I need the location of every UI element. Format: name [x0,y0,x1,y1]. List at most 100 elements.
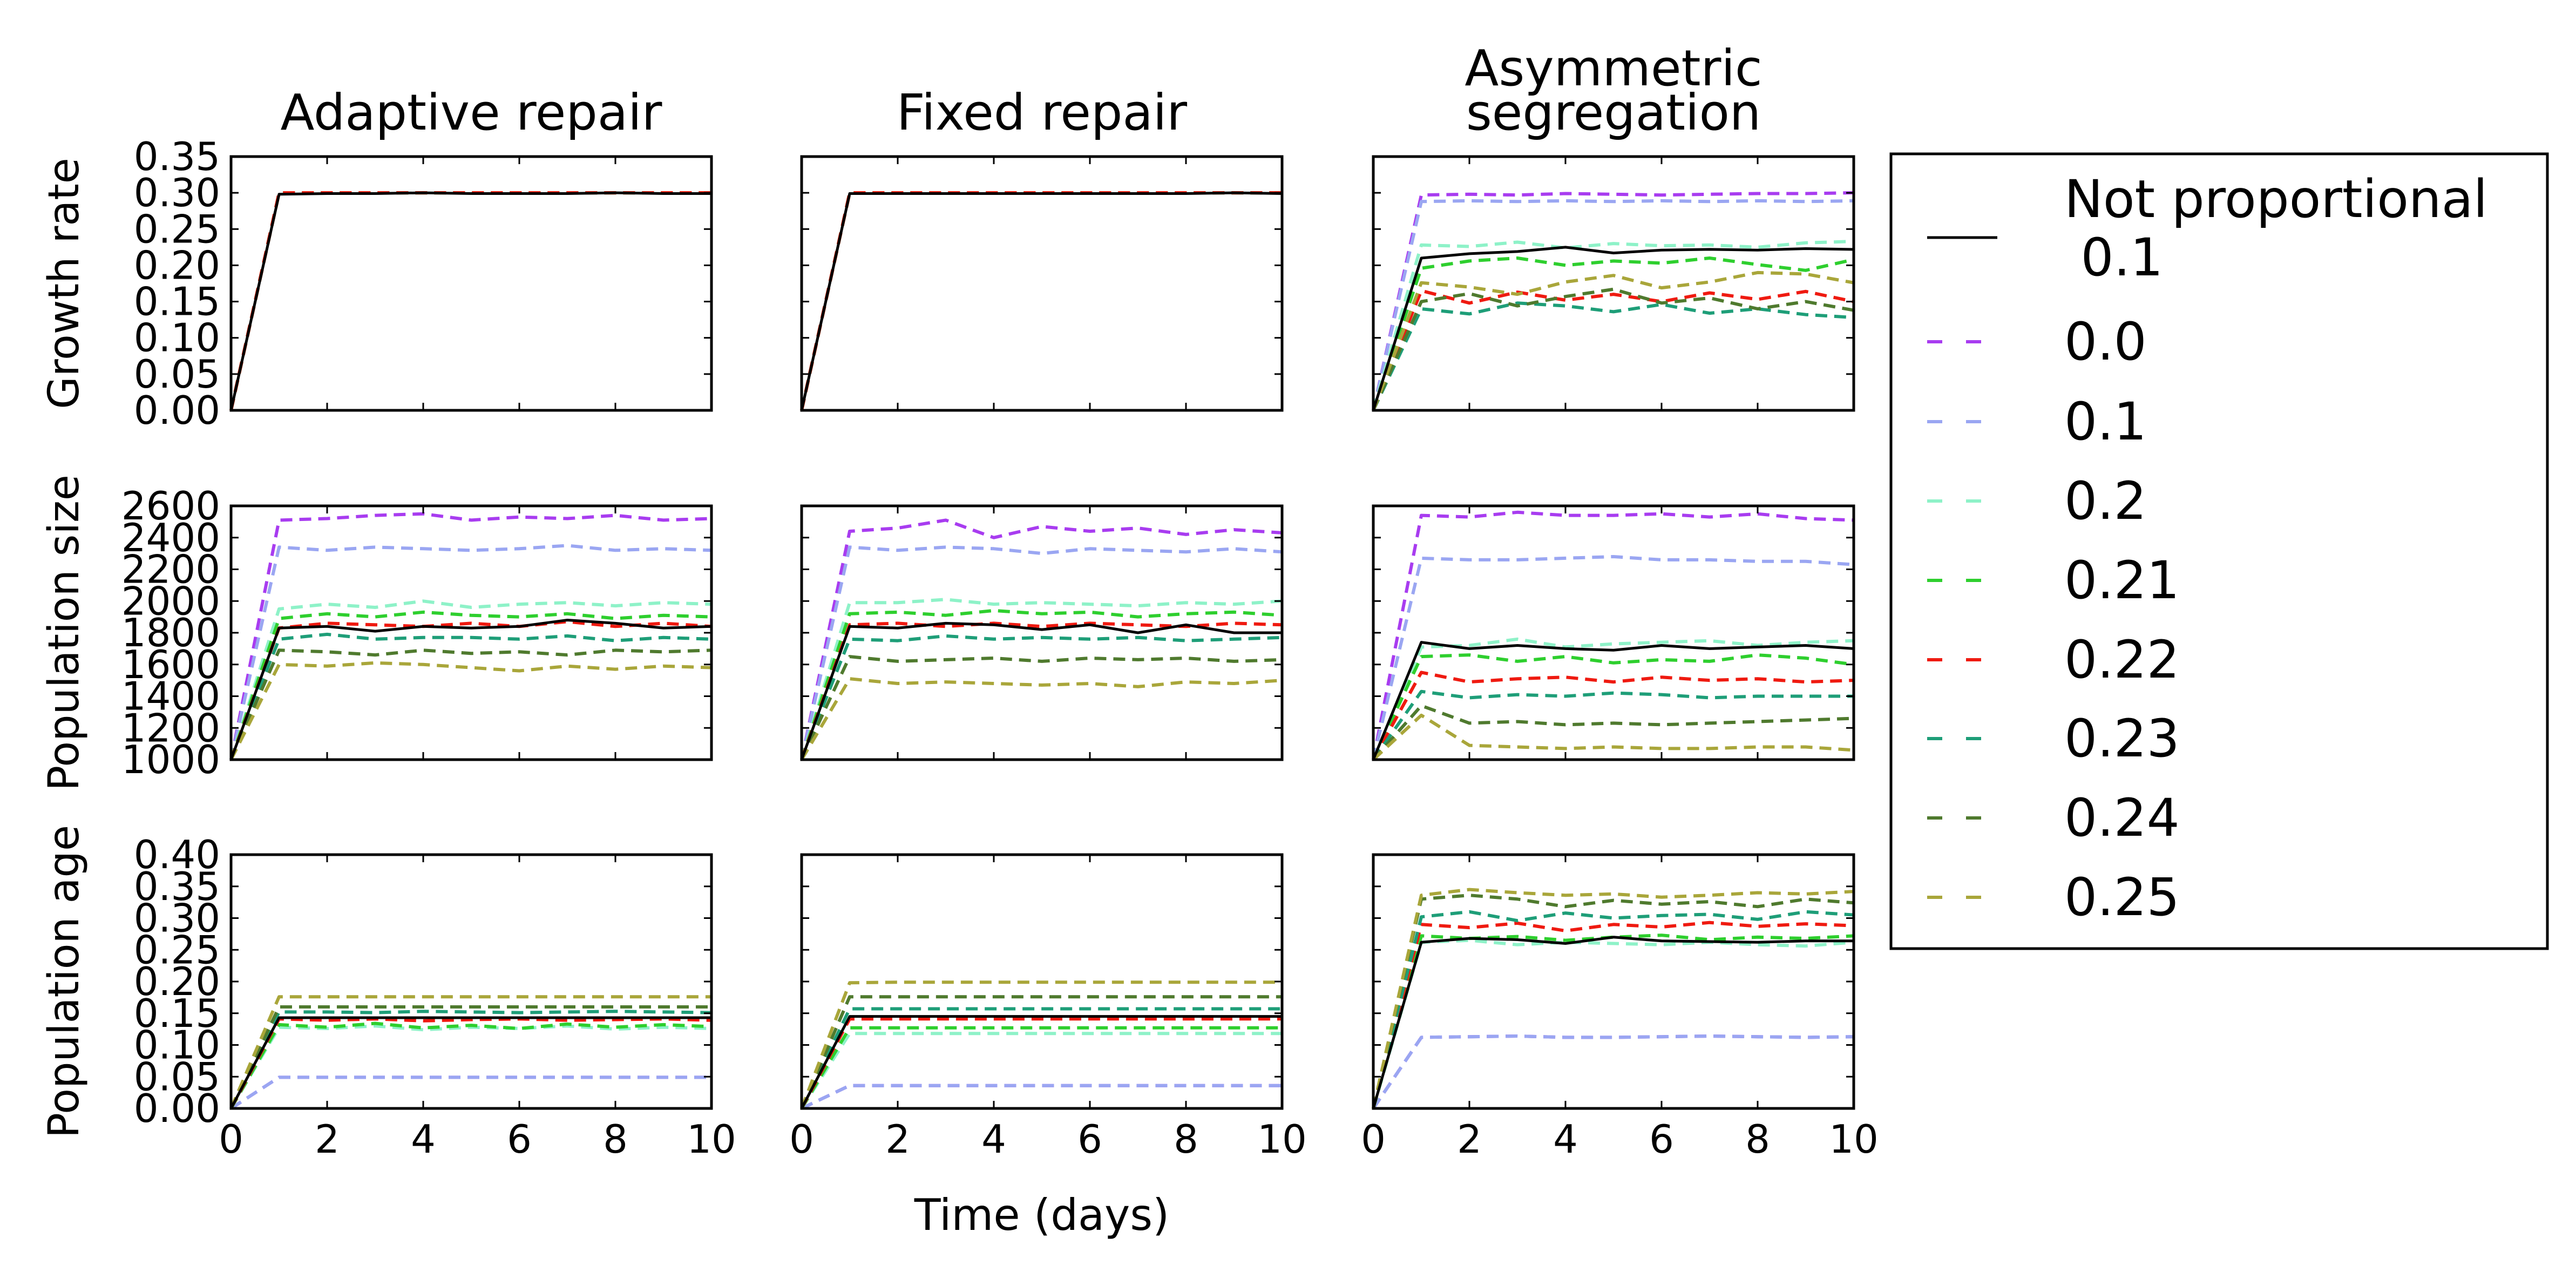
panel-r2c1-series-0-1 [229,544,712,760]
panel-r2c1-ytick-label: 1200 [121,705,220,750]
panel-r1c2-series-0-2 [800,191,1282,411]
panel-r3c1-series-0-25 [229,995,711,1109]
panel-r3c2-series-not-proportional-0-1 [800,1015,1282,1109]
panel-r3c1-ytick-label: 0.15 [134,991,220,1036]
panel-r3c1-ytick-label: 0.35 [134,864,220,909]
panel-r1c2-series-0-21 [800,191,1282,411]
panel-r3c3-series-0-1 [1372,1034,1854,1109]
panel-r1c3-series-0-1 [1372,199,1854,411]
panel-r1c1-series-0-1 [229,191,711,411]
panel-r1c1-ytick-label: 0.00 [134,388,220,433]
panel-r3c3-xtick-label: 6 [1649,1117,1674,1162]
row-label-population-size: Population size [40,475,89,791]
panel-r3c1-ytick-label: 0.20 [134,959,220,1004]
panel-r2c1-series-0-21 [229,610,712,760]
row-label-growth-rate: Growth rate [40,158,89,409]
panel-r1c1-series-0-0 [229,191,711,411]
panel-r3c3-xtick-label: 4 [1553,1117,1578,1162]
panel-r2c2-series-0-25 [800,677,1283,761]
panel-r2c1-series-0-2 [229,599,712,760]
panel-r2c1-series-0-23 [229,632,712,761]
panel-r2c3-series-0-1 [1372,555,1854,760]
panel-r2c2-series-0-23 [800,634,1283,761]
panel-r1c1-ytick-label: 0.35 [134,134,220,179]
panel-r2c1-frame [229,504,713,761]
panel-r3c3-series-0-25 [1372,888,1854,1109]
panel-r3c1-series-0-24 [229,1005,711,1109]
panel-r2c1-ytick-label: 2400 [121,515,220,560]
panel-r2c2-series-0-2 [800,598,1283,760]
column-title-1: Adaptive repair [281,84,662,141]
panel-r1c3-series-0-0 [1372,191,1854,411]
panel-r2c1-series-0-0 [229,512,712,760]
panel-r3c3-frame [1372,853,1855,1110]
panel-r2c1-series-0-25 [229,661,712,761]
panel-r1c1-ytick-label: 0.25 [134,206,220,252]
panel-r3c1-series-0-21 [229,1021,712,1109]
panel-r2c1-ytick-label: 2200 [121,547,220,592]
panel-r3c1-ytick-label: 0.30 [134,896,220,941]
panel-r1c1-ytick-label: 0.05 [134,351,220,397]
panel-r1c1-series-0-24 [229,191,711,411]
panel-r3c1-xtick-label: 8 [603,1117,628,1162]
panel-r1c3-series-0-2 [1372,240,1854,411]
legend-label-1: 0.1 [2064,227,2163,288]
panel-r3c2-xtick-label: 0 [789,1117,814,1162]
legend-label-3: 0.1 [2064,391,2147,452]
panel-r2c1-ytick-label: 1400 [121,674,220,719]
panel-r2c2-frame [800,504,1284,761]
panel-r1c2-frame [800,155,1284,412]
panel-r1c2-series-0-23 [800,191,1282,411]
panel-r3c2-xtick-label: 8 [1174,1117,1198,1162]
panel-r3c1-ytick-label: 0.10 [134,1023,220,1068]
panel-r1c2-series-not-proportional-0-1 [800,191,1283,411]
panel-r2c1-series-0-24 [229,648,712,761]
panel-r1c1-ytick-label: 0.20 [134,242,220,288]
panel-r2c2-series-not-proportional-0-1 [800,621,1282,760]
panel-r3c1-ytick-label: 0.00 [134,1086,220,1131]
panel-r3c2-series-0-25 [800,980,1282,1109]
legend-label-5: 0.21 [2064,550,2180,611]
panel-r3c1-xtick-label: 10 [687,1117,736,1162]
legend-label-7: 0.23 [2064,708,2180,769]
panel-r1c1-ytick-label: 0.30 [134,170,220,215]
panel-r3c1-xtick-label: 6 [507,1117,532,1162]
panel-r2c3-series-0-23 [1372,689,1854,761]
panel-r3c1-series-0-0 [230,1075,711,1110]
panel-r3c1-xtick-label: 0 [219,1117,243,1162]
legend-label-6: 0.22 [2064,630,2180,690]
legend-label-2: 0.0 [2064,312,2147,372]
panel-r3c2-series-0-0 [801,1084,1282,1110]
panel-r3c3-series-0-22 [1372,921,1854,1109]
panel-r1c3-series-0-21 [1372,256,1854,411]
panel-r1c2-series-0-0 [800,191,1282,411]
panel-r1c1-series-0-2 [229,191,711,411]
panel-r3c1-ytick-label: 0.05 [134,1054,220,1099]
panel-r3c3-series-0-23 [1372,910,1854,1109]
panel-r3c1-series-0-1 [230,1075,711,1110]
legend-label-9: 0.25 [2064,867,2180,928]
panel-r3c2-series-0-1 [801,1084,1282,1110]
panel-r1c1-series-0-21 [229,191,711,411]
panel-r2c2-series-0-22 [800,621,1283,761]
panel-r1c1-ytick-label: 0.10 [134,315,220,361]
panel-r1c3-series-0-22 [1372,289,1854,411]
panel-r1c2-series-0-22 [800,191,1282,411]
legend-label-1: Not proportional [2064,169,2487,229]
panel-r1c2-series-0-25 [800,191,1282,411]
panel-r2c2-series-0-1 [800,545,1283,760]
panel-r1c3-series-not-proportional-0-1 [1372,246,1854,411]
panel-r2c3-series-0-22 [1372,671,1854,761]
panel-r2c3-series-0-0 [1372,510,1854,760]
panel-r1c3-series-0-25 [1372,270,1854,411]
panel-r2c1-series-not-proportional-0-1 [229,619,712,760]
panel-r3c3-series-not-proportional-0-1 [1372,936,1854,1109]
panel-r2c2-series-0-24 [800,655,1283,761]
panel-r1c1-series-0-22 [229,191,711,411]
panel-r1c3-series-0-23 [1372,301,1854,411]
x-axis-label: Time (days) [914,1190,1169,1240]
panel-r3c3-xtick-label: 8 [1745,1117,1770,1162]
panel-r2c3-series-0-24 [1372,704,1854,761]
panel-r2c1-ytick-label: 1000 [121,737,220,782]
